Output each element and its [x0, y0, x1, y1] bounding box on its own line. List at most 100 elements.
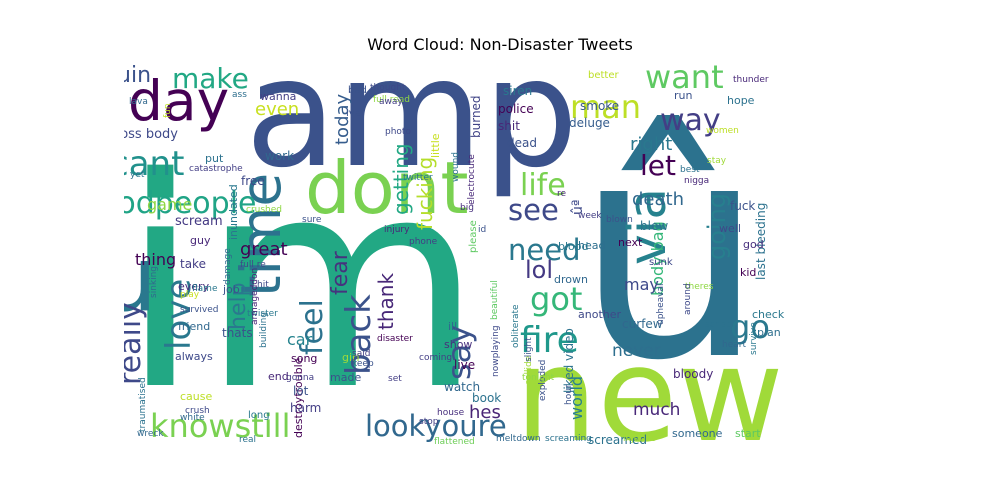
word-love: love [159, 279, 199, 350]
word-made: made [330, 371, 361, 384]
word-man: man [570, 88, 641, 126]
word-survived: survived [180, 305, 219, 315]
word-girl: girl [342, 351, 360, 364]
word-women: women [706, 126, 739, 136]
word-fun: fun [163, 103, 173, 118]
word-may: may [624, 275, 659, 294]
word-stop: stop [419, 417, 439, 427]
word-play: play [180, 290, 200, 300]
word-thank: thank [374, 273, 398, 330]
word-smoke: smoke [580, 99, 619, 113]
word-death: death [632, 189, 684, 210]
word-thats: thats [222, 326, 253, 340]
word-wreck: wreck [137, 429, 164, 439]
word-deluge: deluge [569, 116, 610, 130]
word-slight: slight [524, 337, 534, 362]
word-cause: cause [180, 390, 212, 403]
word-curfew: curfew [622, 317, 663, 331]
word-lookyoure: lookyoure [365, 409, 507, 443]
word-disaster: disaster [377, 334, 413, 344]
word-around: around [683, 283, 693, 315]
word-car: car [287, 330, 313, 349]
word-real: real [239, 435, 256, 445]
word-sunk: sunk [649, 257, 673, 268]
word-wound: wound [451, 152, 461, 182]
word-exploded: exploded [538, 360, 548, 401]
word-check: check [752, 308, 785, 321]
word-god: god [743, 238, 764, 251]
word-knowstill: knowstill [150, 407, 290, 445]
word-cant: cant [124, 144, 184, 184]
word-guy: guy [190, 234, 211, 247]
word-big: big [460, 203, 474, 213]
word-another: another [578, 308, 621, 321]
word-beautiful: beautiful [490, 280, 500, 320]
word-thunder: thunder [733, 75, 769, 85]
word-re: re [557, 189, 567, 199]
word-hit: hit [257, 280, 269, 290]
word-liked-video: liked video [562, 328, 576, 393]
word-goodpeople: goodpeople [124, 186, 256, 221]
word-heart: heart [722, 340, 746, 350]
word-thing: thing [135, 250, 176, 269]
word-twister: twister [247, 309, 278, 319]
word-ruin: ruin [124, 63, 151, 88]
word-u: u [124, 227, 157, 332]
word-armageddon: armageddon [250, 268, 260, 325]
word-glyph: û [575, 77, 765, 426]
word-kid: kid [740, 266, 756, 279]
word-life: life [520, 168, 566, 203]
word-blew: blew [640, 219, 668, 233]
word-job: job [222, 283, 240, 296]
word-meltdown: meltdown [496, 434, 541, 444]
word-fuck: fuck [730, 199, 755, 213]
word-crushed: crushed [246, 205, 282, 215]
word-hes: hes [469, 402, 501, 423]
word-want: want [645, 62, 724, 96]
word-harm: harm [290, 401, 321, 415]
word-twitter: twitter [403, 173, 433, 183]
word-right: right [630, 134, 672, 155]
word-ive: ive [346, 108, 361, 119]
word-take: take [180, 257, 206, 271]
word-hope: hope [727, 94, 755, 107]
word-new: new [515, 319, 784, 452]
word-phone: phone [409, 237, 438, 247]
word-body-bag: body bag [648, 221, 667, 296]
word-let: let [640, 149, 676, 182]
word-sure: sure [302, 215, 322, 225]
word-gonna: gonna [286, 373, 314, 383]
word-bad: bad [348, 85, 367, 96]
word-back: back [339, 294, 379, 375]
word-ill: ill [448, 320, 457, 333]
word-fucking: fucking [413, 157, 437, 230]
word-tonight: tonight [522, 373, 555, 383]
word-run: run [674, 89, 692, 102]
word-hour: hour [564, 384, 574, 405]
word-burned: burned [469, 95, 483, 138]
chart-title: Word Cloud: Non-Disaster Tweets [367, 35, 633, 54]
word-coming: coming [419, 353, 452, 363]
word-last-bleeding: last bleeding [754, 203, 768, 280]
word-shit: shit [498, 119, 520, 133]
word-blown: blown [606, 215, 633, 225]
word-see: see [508, 193, 559, 227]
word-stay: stay [707, 156, 727, 166]
word-upheaval: upheaval [656, 283, 666, 325]
word-really: really [124, 302, 148, 385]
word-full-read: full read [373, 95, 410, 105]
word-nowplaying: nowplaying [491, 325, 501, 377]
word-getting: getting [389, 143, 413, 215]
word-way: way [660, 103, 721, 138]
word-start: start [735, 427, 761, 440]
word-theres: theres [685, 282, 714, 292]
word-please: please [468, 220, 479, 253]
word-traumatised: traumatised [138, 377, 148, 432]
word-police: police [498, 102, 534, 116]
word-well: well [719, 222, 741, 235]
word-nigga: nigga [684, 176, 709, 186]
word-injuries: injuries [623, 434, 656, 444]
word-survive: survive [749, 322, 759, 355]
word-always: always [175, 350, 213, 363]
word-watch: watch [444, 380, 480, 394]
